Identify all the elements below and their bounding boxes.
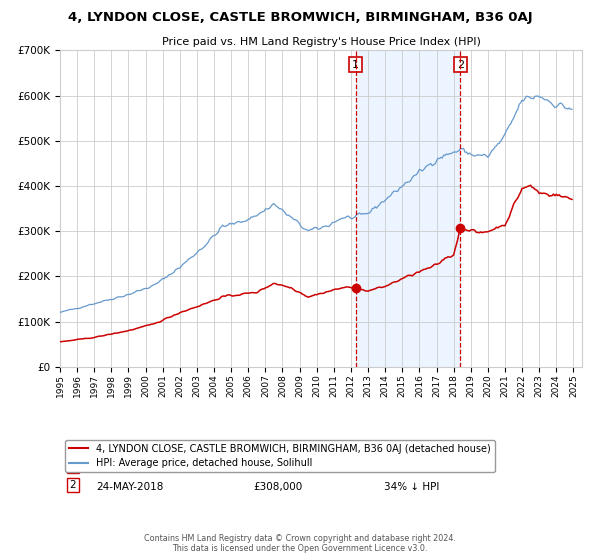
Text: £308,000: £308,000 [253, 482, 302, 492]
Text: Contains HM Land Registry data © Crown copyright and database right 2024.
This d: Contains HM Land Registry data © Crown c… [144, 534, 456, 553]
Text: 47% ↓ HPI: 47% ↓ HPI [383, 463, 439, 473]
Legend: 4, LYNDON CLOSE, CASTLE BROMWICH, BIRMINGHAM, B36 0AJ (detached house), HPI: Ave: 4, LYNDON CLOSE, CASTLE BROMWICH, BIRMIN… [65, 440, 494, 472]
Text: 24-MAY-2018: 24-MAY-2018 [97, 482, 164, 492]
Text: 2: 2 [70, 480, 76, 490]
Text: 1: 1 [70, 461, 76, 471]
Text: 34% ↓ HPI: 34% ↓ HPI [383, 482, 439, 492]
Text: 13-APR-2012: 13-APR-2012 [97, 463, 164, 473]
Text: 2: 2 [457, 59, 464, 69]
Bar [356, 50, 460, 367]
Text: 1: 1 [352, 59, 359, 69]
Text: 4, LYNDON CLOSE, CASTLE BROMWICH, BIRMINGHAM, B36 0AJ: 4, LYNDON CLOSE, CASTLE BROMWICH, BIRMIN… [68, 11, 532, 24]
Text: £175,000: £175,000 [253, 463, 302, 473]
Title: Price paid vs. HM Land Registry's House Price Index (HPI): Price paid vs. HM Land Registry's House … [161, 37, 481, 47]
